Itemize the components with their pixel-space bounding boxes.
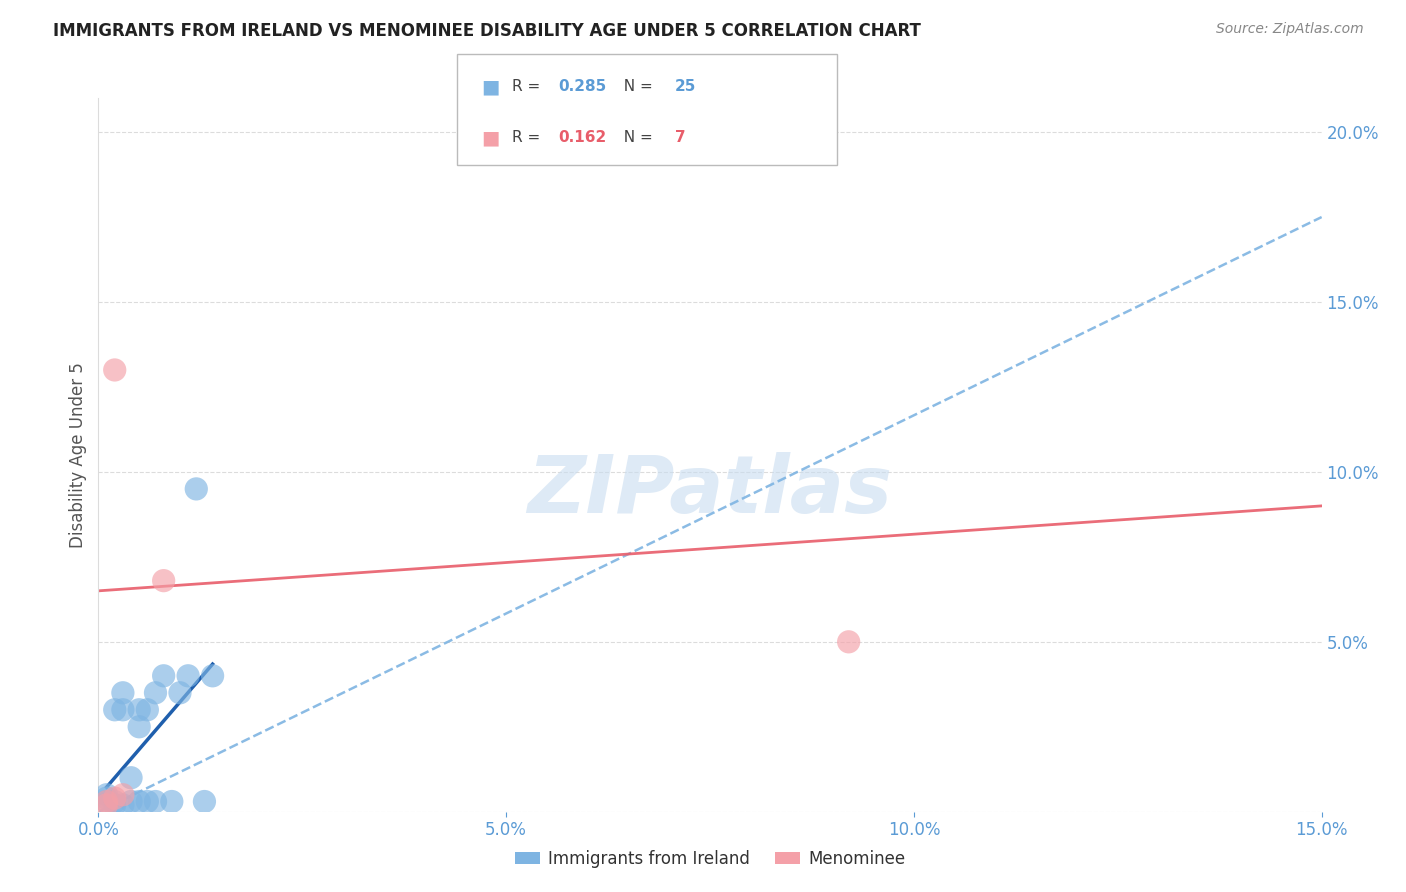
Text: N =: N =	[614, 79, 658, 95]
Point	[193, 795, 215, 809]
Text: ZIPatlas: ZIPatlas	[527, 451, 893, 530]
Point	[96, 791, 118, 805]
Point	[96, 795, 118, 809]
Point	[136, 703, 159, 717]
Text: 0.285: 0.285	[558, 79, 606, 95]
Point	[111, 686, 134, 700]
Point	[96, 788, 118, 802]
Point	[96, 795, 118, 809]
Point	[104, 703, 127, 717]
Text: R =: R =	[512, 79, 546, 95]
Point	[169, 686, 191, 700]
Text: R =: R =	[512, 130, 546, 145]
Point	[120, 795, 142, 809]
Point	[186, 482, 208, 496]
Point	[128, 703, 150, 717]
Point	[177, 669, 200, 683]
Text: ■: ■	[481, 78, 499, 96]
Point	[201, 669, 224, 683]
Point	[838, 635, 860, 649]
Text: ■: ■	[481, 128, 499, 147]
Point	[104, 791, 127, 805]
Point	[128, 795, 150, 809]
Point	[152, 574, 174, 588]
Point	[128, 720, 150, 734]
Point	[145, 686, 167, 700]
Point	[111, 703, 134, 717]
Point	[104, 795, 127, 809]
Point	[111, 788, 134, 802]
Text: N =: N =	[614, 130, 658, 145]
Point	[104, 363, 127, 377]
Point	[120, 771, 142, 785]
Legend: Immigrants from Ireland, Menominee: Immigrants from Ireland, Menominee	[508, 844, 912, 875]
Text: Source: ZipAtlas.com: Source: ZipAtlas.com	[1216, 22, 1364, 37]
Text: IMMIGRANTS FROM IRELAND VS MENOMINEE DISABILITY AGE UNDER 5 CORRELATION CHART: IMMIGRANTS FROM IRELAND VS MENOMINEE DIS…	[53, 22, 921, 40]
Text: 7: 7	[675, 130, 686, 145]
Y-axis label: Disability Age Under 5: Disability Age Under 5	[69, 362, 87, 548]
Point	[111, 797, 134, 812]
Point	[104, 797, 127, 812]
Point	[145, 795, 167, 809]
Point	[136, 795, 159, 809]
Point	[160, 795, 183, 809]
Point	[96, 797, 118, 812]
Text: 0.162: 0.162	[558, 130, 606, 145]
Point	[152, 669, 174, 683]
Text: 25: 25	[675, 79, 696, 95]
